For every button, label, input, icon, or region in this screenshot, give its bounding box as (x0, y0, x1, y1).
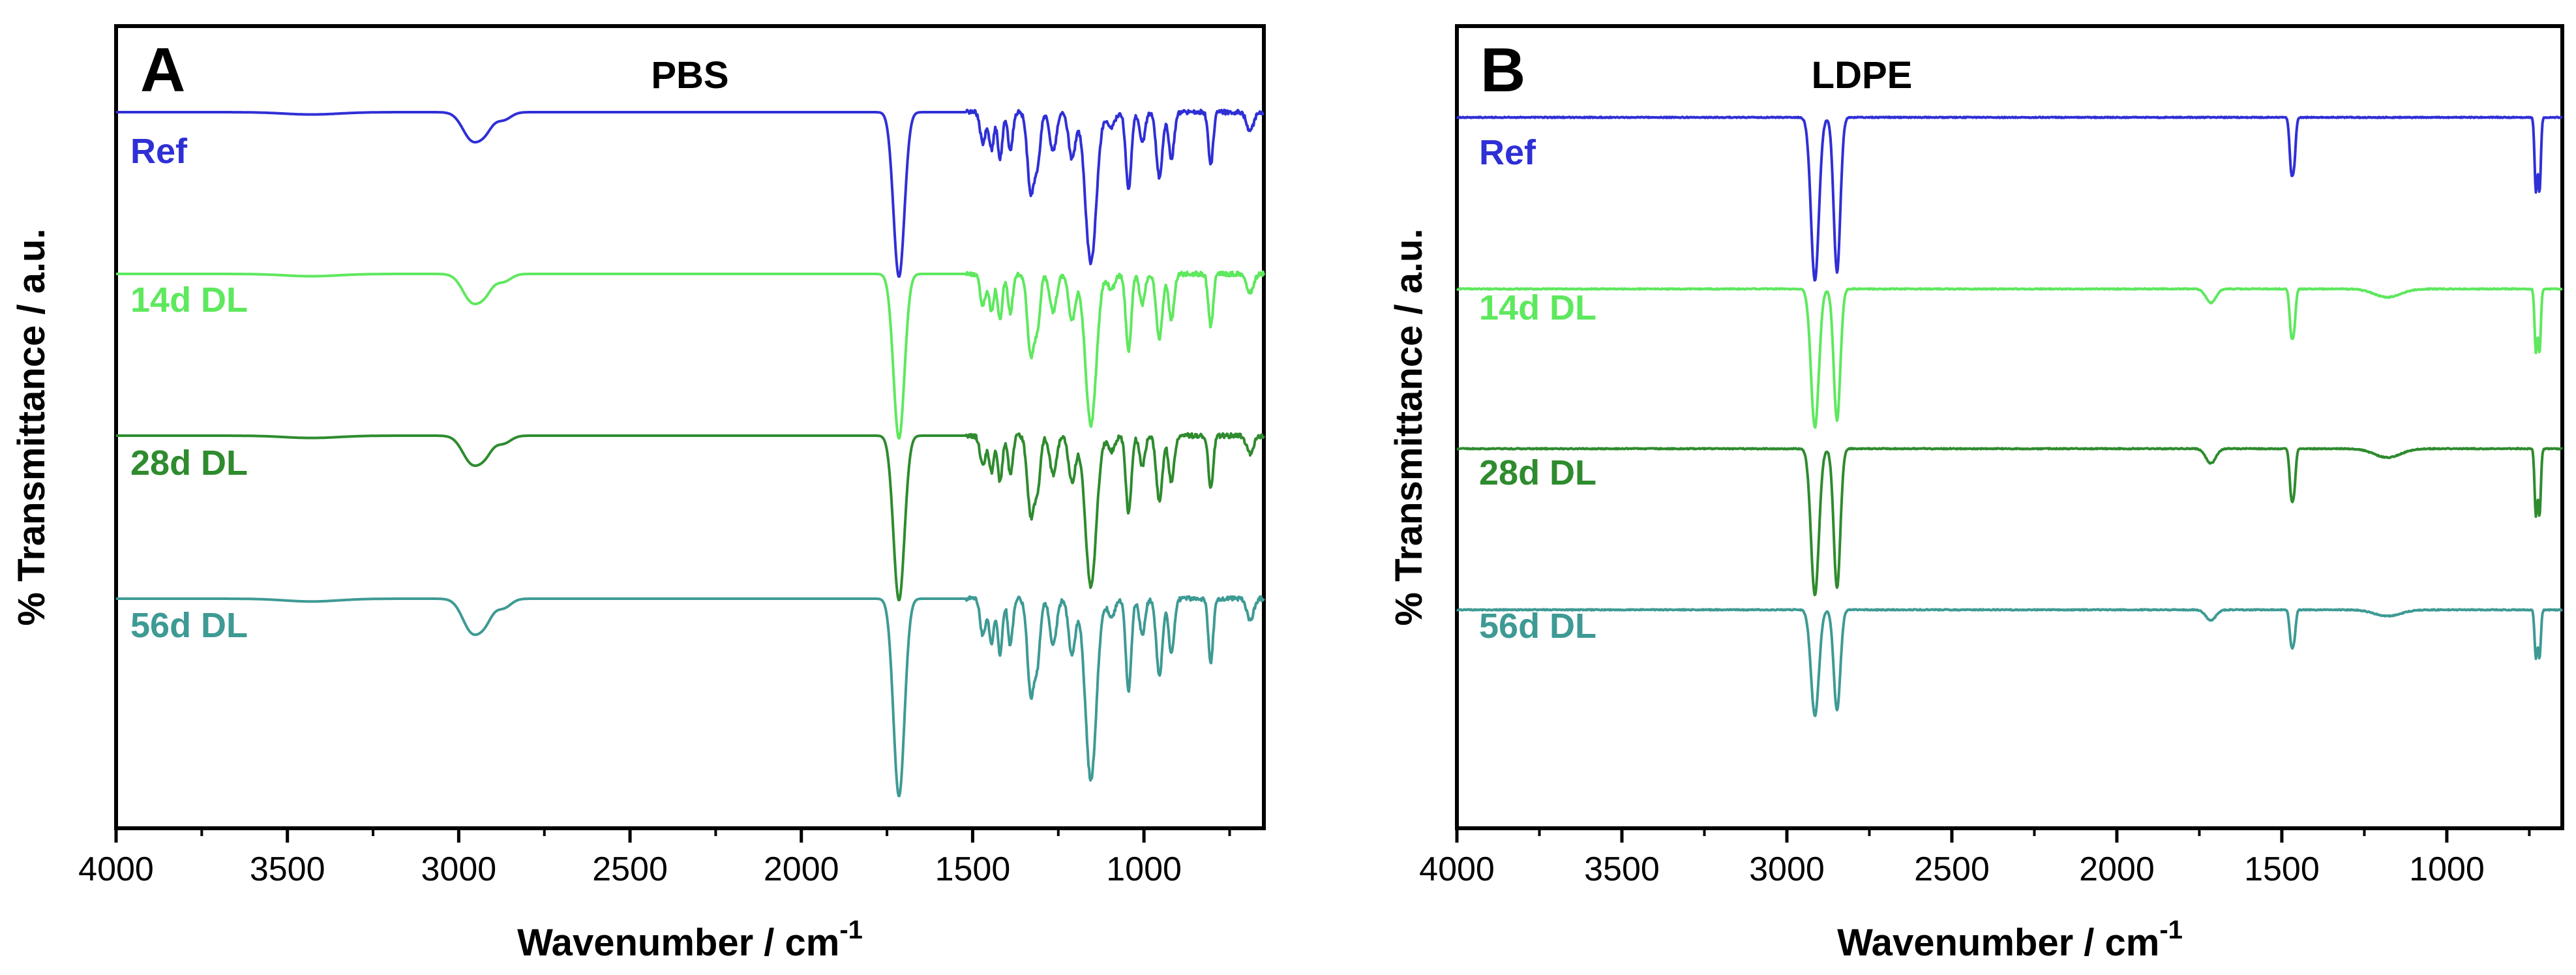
series-line-56d-dl (115, 595, 1265, 798)
x-axis-label-text: Wavenumber / cm (517, 922, 839, 964)
series-label: 56d DL (1479, 607, 1596, 646)
x-axis-label: Wavenumber / cm-1 (1837, 916, 2183, 964)
series-line-14d-dl (115, 270, 1265, 440)
series-line-56d-dl (1456, 608, 2564, 717)
panel-b: B LDPE Ref 14d DL 28d DL 56d DL 4000 3500 300… (1388, 24, 2564, 964)
x-tick-label: 2500 (1914, 850, 1990, 888)
series-line-28d-dl (1456, 447, 2564, 597)
panel-letter: B (1480, 35, 1525, 105)
series-label: 28d DL (1479, 453, 1596, 492)
chart-title: PBS (651, 54, 728, 97)
series-labels: Ref 14d DL 28d DL 56d DL (1479, 133, 1596, 646)
x-tick-label: 2000 (2079, 850, 2155, 888)
series-label: 28d DL (130, 443, 248, 483)
series-group (1456, 115, 2564, 717)
panel-letter: A (140, 35, 185, 105)
y-axis-label: % Transmittance / a.u. (10, 228, 53, 625)
series-label: 56d DL (130, 606, 248, 645)
x-axis-label-superscript: -1 (2159, 916, 2183, 944)
panel-a: A PBS Ref 14d DL 28d DL 56d DL 4000 3500 3000… (10, 24, 1266, 964)
x-tick-label: 3000 (421, 850, 497, 888)
x-tick-label: 2500 (592, 850, 668, 888)
series-line-ref (1456, 115, 2563, 282)
x-tick-label: 3500 (1584, 850, 1660, 888)
series-line-ref (115, 108, 1265, 278)
x-axis-label-superscript: -1 (839, 916, 863, 944)
x-tick-label: 1500 (935, 850, 1011, 888)
series-line-28d-dl (115, 432, 1265, 601)
x-tick-label: 1500 (2244, 850, 2320, 888)
x-tick-label: 1000 (2409, 850, 2485, 888)
x-tick-label: 3500 (250, 850, 325, 888)
series-label: 14d DL (1479, 288, 1596, 327)
x-axis: 4000 3500 3000 2500 2000 1500 1000 (78, 828, 1231, 888)
series-labels: Ref 14d DL 28d DL 56d DL (130, 132, 248, 645)
x-tick-label: 1000 (1106, 850, 1182, 888)
x-tick-label: 3000 (1749, 850, 1825, 888)
plot-frame (1455, 24, 2564, 830)
series-label: 14d DL (130, 280, 248, 320)
series-label: Ref (1479, 133, 1536, 172)
chart-title: LDPE (1812, 54, 1913, 97)
x-tick-label: 2000 (764, 850, 839, 888)
x-axis-label-text: Wavenumber / cm (1837, 922, 2159, 964)
series-line-14d-dl (1456, 287, 2563, 429)
x-tick-label: 4000 (1419, 850, 1495, 888)
y-axis-label: % Transmittance / a.u. (1388, 228, 1430, 625)
x-axis: 4000 3500 3000 2500 2000 1500 1000 (1419, 828, 2531, 888)
series-label: Ref (130, 132, 188, 171)
series-group (115, 108, 1265, 798)
plot-frame (114, 24, 1266, 830)
x-tick-label: 4000 (78, 850, 154, 888)
x-axis-label: Wavenumber / cm-1 (517, 916, 863, 964)
